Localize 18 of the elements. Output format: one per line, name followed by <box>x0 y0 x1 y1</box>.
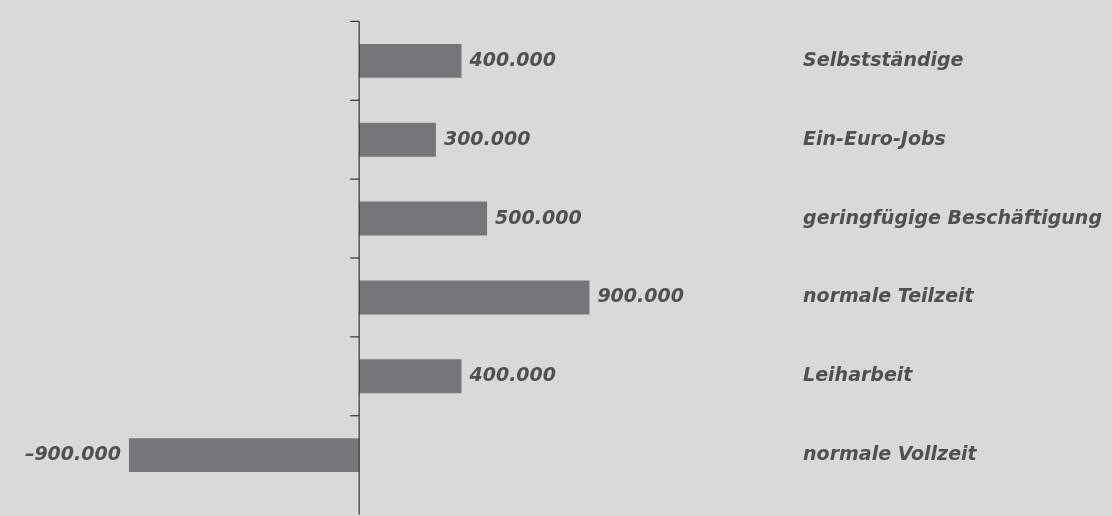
data-label: 400.000 <box>468 363 557 386</box>
data-label: –900.000 <box>24 442 121 465</box>
bar <box>359 43 462 78</box>
data-label: 300.000 <box>443 126 531 149</box>
bar <box>359 359 462 394</box>
data-label: 500.000 <box>495 205 582 228</box>
y-tick-label: Leiharbeit <box>803 363 914 386</box>
data-label: 400.000 <box>468 47 557 70</box>
y-tick-label: geringfügige Beschäftigung <box>803 205 1103 228</box>
y-tick-label: Ein-Euro-Jobs <box>803 126 946 149</box>
y-tick-label: normale Teilzeit <box>803 284 975 307</box>
bar <box>359 280 590 315</box>
bar <box>128 438 360 473</box>
y-tick-label: normale Vollzeit <box>803 442 978 465</box>
bar <box>359 122 436 157</box>
y-tick-label: Selbstständige <box>803 47 964 70</box>
bar <box>359 201 488 236</box>
data-label: 900.000 <box>597 284 684 307</box>
